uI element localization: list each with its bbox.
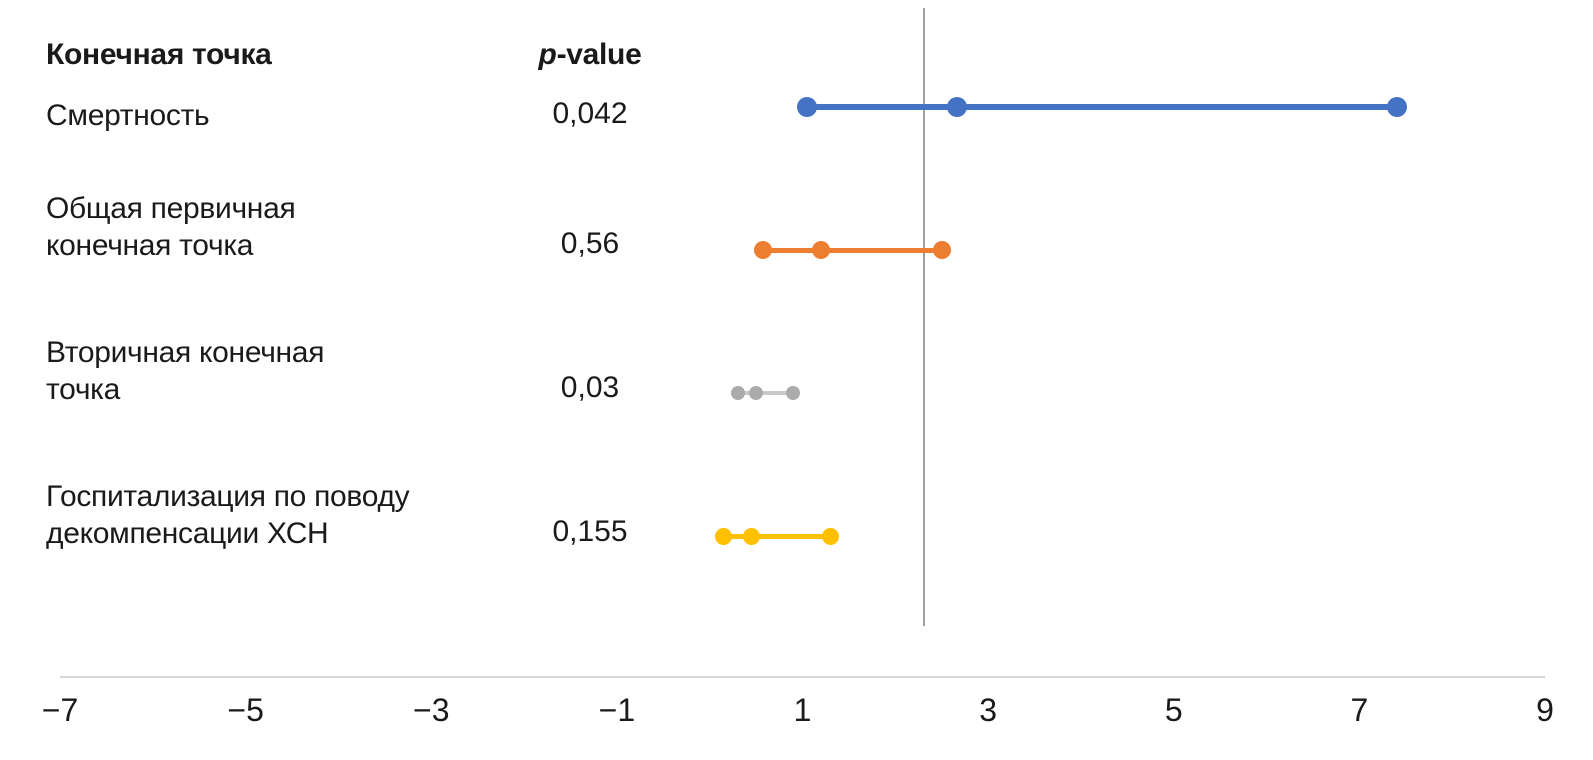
endpoint-label: Госпитализация по поводу декомпенсации Х… [46,480,410,550]
ci-low-dot [730,386,745,400]
ci-line [807,104,1397,110]
p-value: 0,042 [552,97,628,130]
x-axis-line [60,676,1545,678]
ci-line [762,247,942,253]
p-value: 0,03 [560,371,620,404]
endpoint-label: Вторичная конечная точка [46,336,325,406]
endpoint-column-header: Конечная точка [46,38,272,71]
x-tick-label: 3 [979,692,998,728]
endpoint-label: Смертность [46,99,210,132]
ci-low-dot [753,241,772,259]
estimate-dot [742,527,760,545]
p-value: 0,56 [560,227,620,260]
pvalue-header-rest: -value [556,38,642,71]
p-value: 0,155 [552,515,628,548]
x-tick-label: −7 [41,692,79,728]
x-tick-label: −5 [227,692,264,728]
ci-high-dot [821,527,839,545]
x-tick-label: −3 [413,692,450,728]
x-tick-label: 9 [1536,692,1554,728]
ci-low-dot [715,527,733,545]
reference-line [923,8,926,626]
x-tick-label: −1 [598,692,636,728]
ci-high-dot [932,241,951,259]
estimate-dot [749,386,764,400]
pvalue-column-header: p-value [505,38,675,72]
estimate-dot [812,241,831,259]
estimate-dot [946,97,967,117]
x-tick-label: 1 [793,692,812,728]
ci-high-dot [786,386,801,400]
ci-low-dot [797,97,818,117]
pvalue-header-italic-p: p [538,38,557,71]
x-tick-label: 5 [1164,692,1183,728]
x-tick-label: 7 [1350,692,1369,728]
ci-line [723,533,831,539]
endpoint-label: Общая первичная конечная точка [46,192,296,262]
ci-high-dot [1386,97,1407,117]
ci-line [737,391,794,395]
